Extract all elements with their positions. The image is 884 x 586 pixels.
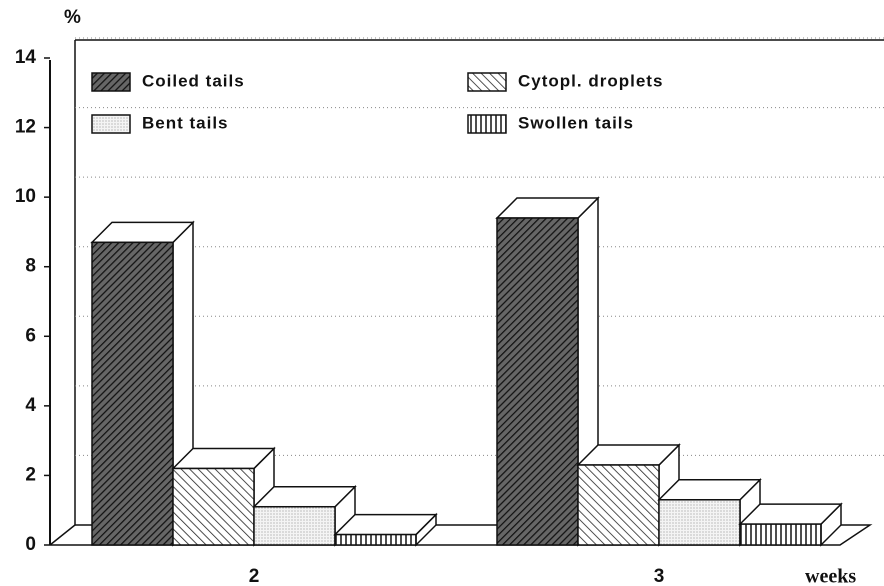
legend-swatch xyxy=(467,72,507,92)
legend-label: Swollen tails xyxy=(518,113,634,132)
bar xyxy=(739,523,822,546)
legend-label: Coiled tails xyxy=(142,71,245,90)
y-tick-label: 4 xyxy=(25,395,36,416)
y-tick-label: 6 xyxy=(25,325,36,346)
y-tick-label: 10 xyxy=(15,186,36,207)
x-axis-label: weeks xyxy=(805,566,856,586)
legend-swatch xyxy=(91,114,131,134)
bar xyxy=(334,533,417,546)
y-tick-label: 8 xyxy=(25,256,36,277)
y-tick-label: 12 xyxy=(15,117,36,138)
bar xyxy=(658,499,741,546)
x-tick-label: 3 xyxy=(654,566,665,586)
legend-label: Bent tails xyxy=(142,113,229,132)
x-tick-label: 2 xyxy=(249,566,260,586)
y-axis-label: % xyxy=(64,7,81,28)
y-tick-label: 0 xyxy=(25,534,36,555)
legend-swatch xyxy=(91,72,131,92)
bar xyxy=(577,464,660,546)
bar xyxy=(496,217,579,546)
back-wall-edge xyxy=(49,40,76,546)
legend-swatch xyxy=(467,114,507,134)
bar xyxy=(91,241,174,546)
legend-label: Cytopl. droplets xyxy=(518,71,663,90)
y-tick-label: 14 xyxy=(15,47,37,68)
bar xyxy=(172,467,255,546)
y-tick-label: 2 xyxy=(25,464,36,485)
floor xyxy=(50,524,873,546)
bar xyxy=(253,505,336,546)
